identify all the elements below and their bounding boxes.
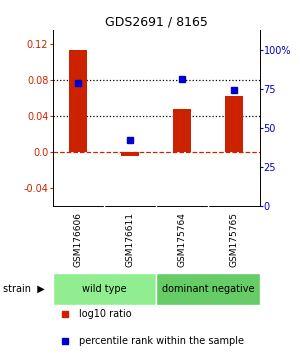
Text: percentile rank within the sample: percentile rank within the sample bbox=[80, 336, 244, 346]
Bar bbox=[52, 273, 156, 305]
Bar bbox=[156, 273, 260, 305]
Text: GSM175764: GSM175764 bbox=[177, 212, 186, 267]
Text: GSM175765: GSM175765 bbox=[229, 212, 238, 267]
Bar bbox=[225, 96, 243, 152]
Text: wild type: wild type bbox=[82, 284, 127, 294]
Text: dominant negative: dominant negative bbox=[161, 284, 254, 294]
Text: GSM176611: GSM176611 bbox=[126, 212, 135, 267]
Title: GDS2691 / 8165: GDS2691 / 8165 bbox=[105, 16, 207, 29]
Text: log10 ratio: log10 ratio bbox=[80, 309, 132, 319]
Text: strain  ▶: strain ▶ bbox=[3, 284, 45, 294]
Bar bbox=[121, 152, 139, 156]
Bar bbox=[173, 109, 191, 152]
Text: GSM176606: GSM176606 bbox=[74, 212, 83, 267]
Bar bbox=[69, 50, 87, 152]
